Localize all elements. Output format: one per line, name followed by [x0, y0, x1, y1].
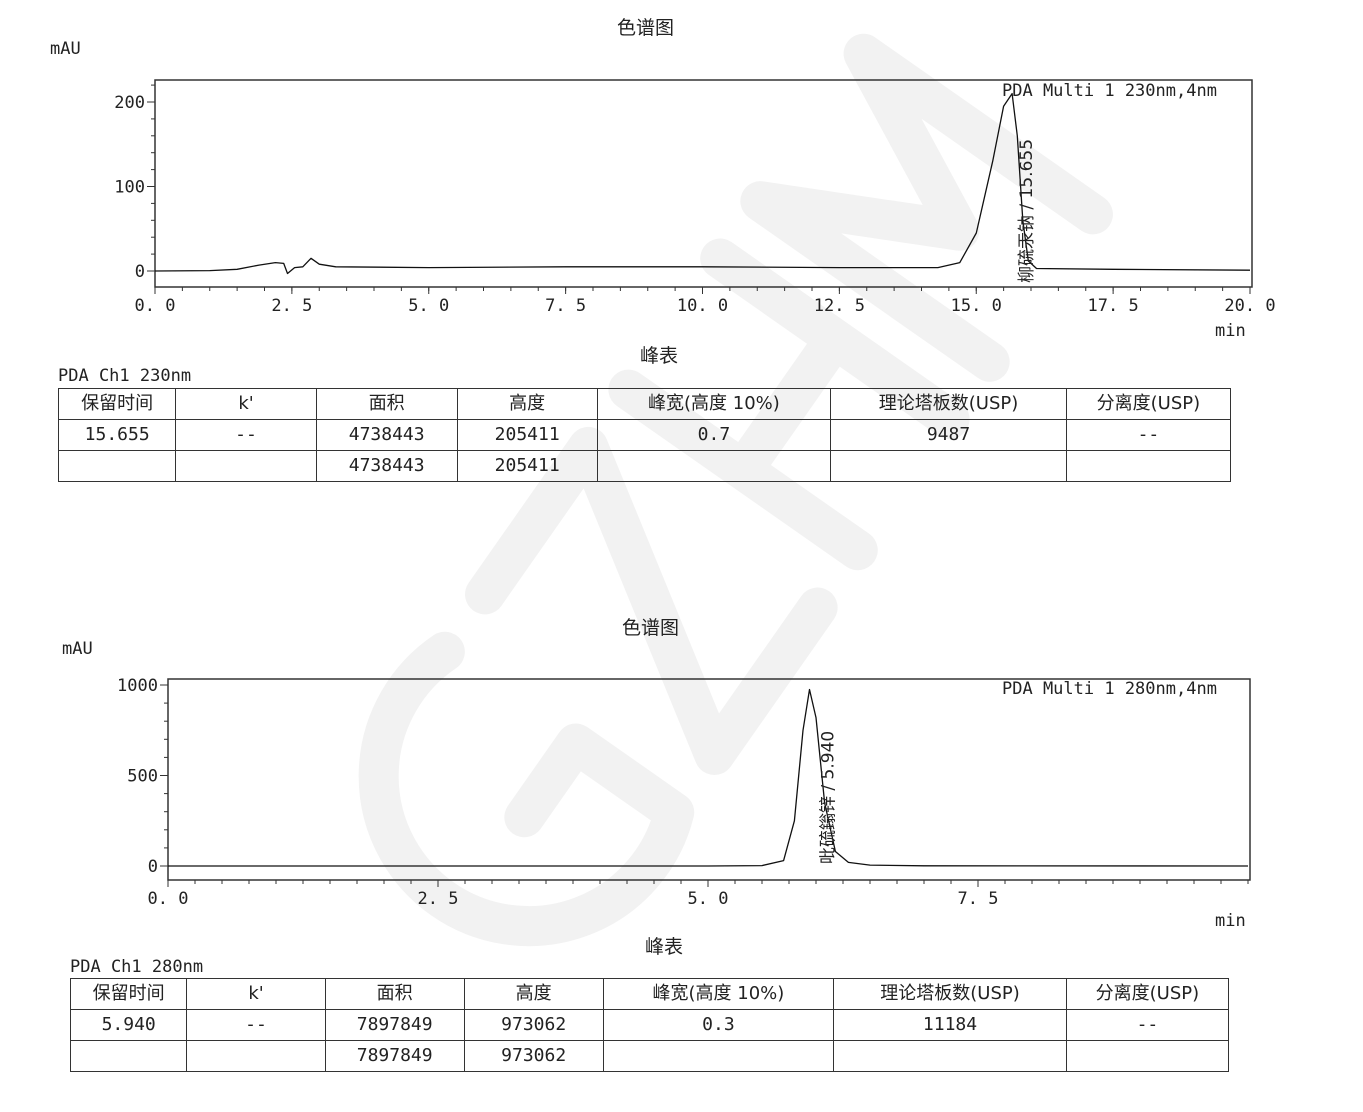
peak-label: 柳硫汞钠 / 15.655	[1017, 139, 1037, 283]
table-cell	[833, 1040, 1067, 1072]
table-cell: 4738443	[315, 419, 458, 451]
x-tick-label: 20. 0	[1224, 296, 1275, 316]
table-channel-2: PDA Ch1 280nm	[70, 957, 204, 977]
table-cell: --	[1065, 1009, 1230, 1041]
table-cell	[175, 450, 317, 482]
y-tick-label: 1000	[117, 676, 158, 696]
table-title-2: 峰表	[645, 936, 684, 958]
x-tick-label: 0. 0	[135, 296, 176, 316]
table-cell: 9487	[830, 419, 1067, 451]
table-channel-1: PDA Ch1 230nm	[58, 366, 192, 386]
table-cell: 973062	[463, 1040, 604, 1072]
peak-table-1: 保留时间 k' 面积 高度 峰宽(高度 10%) 理论塔板数(USP) 分离度(USP) 15…	[57, 388, 1232, 482]
column-header: 保留时间	[69, 978, 188, 1010]
legend-1: PDA Multi 1 230nm,4nm	[1002, 81, 1217, 101]
table-cell	[602, 1040, 835, 1072]
column-header: 面积	[324, 978, 465, 1010]
table-cell: 0.3	[602, 1009, 835, 1041]
table-cell: 7897849	[324, 1009, 465, 1041]
x-tick-label: 15. 0	[951, 296, 1002, 316]
y-tick-label: 100	[114, 178, 145, 198]
table-cell: 205411	[456, 450, 598, 482]
x-tick-label: 0. 0	[148, 889, 189, 909]
x-tick-label: 5. 0	[688, 889, 729, 909]
column-header: 分离度(USP)	[1065, 978, 1230, 1010]
table-cell: --	[175, 419, 317, 451]
x-unit-1: min	[1215, 321, 1246, 341]
chromatogram-trace	[154, 92, 1251, 275]
table-cell	[596, 450, 832, 482]
column-header: 峰宽(高度 10%)	[602, 978, 835, 1010]
table-row: 7897849 973062	[69, 1040, 1230, 1072]
watermark	[358, 33, 1113, 947]
y-tick-label: 0	[148, 857, 158, 877]
table-cell: 5.940	[69, 1009, 188, 1041]
table-cell	[830, 450, 1067, 482]
column-header: k'	[175, 388, 317, 420]
table-cell: 11184	[833, 1009, 1067, 1041]
y-tick-label: 200	[114, 93, 145, 113]
table-cell: 0.7	[596, 419, 832, 451]
table-cell	[1065, 450, 1232, 482]
table-row: 4738443 205411	[57, 450, 1232, 482]
x-tick-label: 10. 0	[677, 296, 728, 316]
column-header: k'	[186, 978, 326, 1010]
x-tick-label: 12. 5	[814, 296, 865, 316]
x-tick-label: 2. 5	[271, 296, 312, 316]
x-tick-label: 5. 0	[408, 296, 449, 316]
table-cell	[57, 450, 177, 482]
table-cell: --	[1065, 419, 1232, 451]
chromatogram-trace	[168, 688, 1249, 867]
column-header: 峰宽(高度 10%)	[596, 388, 832, 420]
table-cell: 205411	[456, 419, 598, 451]
y-tick-label: 0	[135, 262, 145, 282]
table-cell: --	[186, 1009, 326, 1041]
column-header: 面积	[315, 388, 458, 420]
column-header: 保留时间	[57, 388, 177, 420]
x-unit-2: min	[1215, 911, 1246, 931]
column-header: 高度	[463, 978, 604, 1010]
table-header-row: 保留时间 k' 面积 高度 峰宽(高度 10%) 理论塔板数(USP) 分离度(USP)	[69, 978, 1230, 1010]
column-header: 高度	[456, 388, 598, 420]
table-cell	[1065, 1040, 1230, 1072]
peak-label: 吡硫鎓锌 / 5.940	[819, 731, 839, 864]
table-cell: 973062	[463, 1009, 604, 1041]
y-tick-label: 500	[127, 767, 158, 787]
x-tick-label: 17. 5	[1088, 296, 1139, 316]
table-cell: 4738443	[315, 450, 458, 482]
table-row: 15.655 -- 4738443 205411 0.7 9487 --	[57, 419, 1232, 451]
x-tick-label: 7. 5	[958, 889, 999, 909]
plot-frame	[154, 79, 1253, 288]
x-tick-label: 2. 5	[418, 889, 459, 909]
chart-title-1: 色谱图	[617, 17, 675, 39]
column-header: 理论塔板数(USP)	[833, 978, 1067, 1010]
table-cell	[69, 1040, 188, 1072]
table-cell	[186, 1040, 326, 1072]
table-header-row: 保留时间 k' 面积 高度 峰宽(高度 10%) 理论塔板数(USP) 分离度(USP)	[57, 388, 1232, 420]
table-row: 5.940 -- 7897849 973062 0.3 11184 --	[69, 1009, 1230, 1041]
table-cell: 7897849	[324, 1040, 465, 1072]
column-header: 理论塔板数(USP)	[830, 388, 1067, 420]
chart-title-2: 色谱图	[622, 617, 680, 639]
table-cell: 15.655	[57, 419, 177, 451]
y-unit-1: mAU	[50, 39, 81, 59]
column-header: 分离度(USP)	[1065, 388, 1232, 420]
table-title-1: 峰表	[640, 345, 679, 367]
y-unit-2: mAU	[62, 639, 93, 659]
x-tick-label: 7. 5	[545, 296, 586, 316]
legend-2: PDA Multi 1 280nm,4nm	[1002, 679, 1217, 699]
plot-frame	[167, 678, 1251, 881]
peak-table-2: 保留时间 k' 面积 高度 峰宽(高度 10%) 理论塔板数(USP) 分离度(USP) 5.…	[69, 978, 1230, 1072]
